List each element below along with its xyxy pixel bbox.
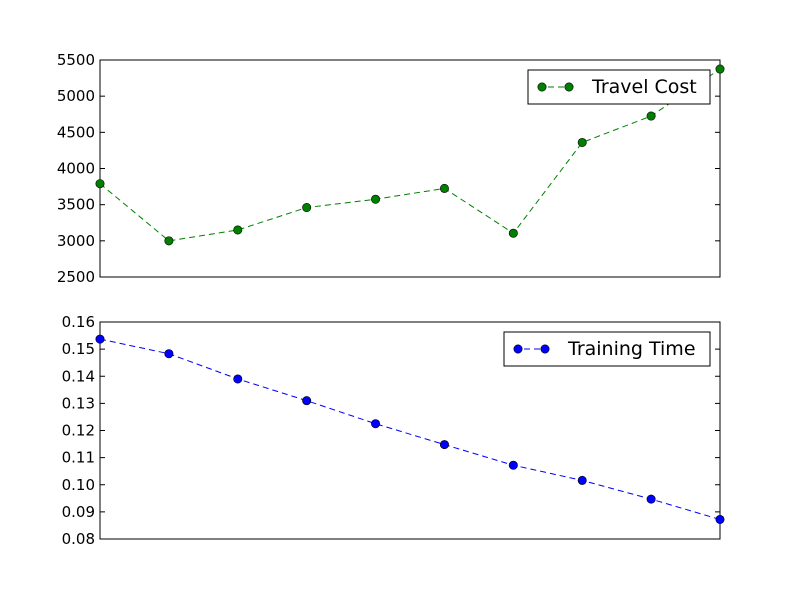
training-time-point [164,349,174,359]
travel-cost-legend-marker-left [537,82,547,92]
training-time-ytick-label: 0.08 [62,530,95,548]
training-time-point [371,419,381,429]
travel-cost-legend-label: Travel Cost [591,76,697,98]
travel-cost-point [233,225,243,235]
travel-cost-ytick-label: 5000 [57,87,95,105]
travel-cost-point [95,179,105,189]
training-time-ytick-label: 0.09 [62,503,95,521]
training-time-legend-label: Training Time [567,338,696,360]
training-time-series-layer [95,334,725,524]
training-time-point [302,396,312,406]
travel-cost-y-axis: 2500 3000 3500 4000 4500 5000 5500 [57,51,720,286]
training-time-point [508,460,518,470]
training-time-legend-marker-right [540,344,550,354]
travel-cost-ytick-label: 4500 [57,123,95,141]
travel-cost-series-layer [95,64,725,246]
travel-cost-ytick-label: 4000 [57,160,95,178]
training-time-point [233,374,243,384]
training-time-legend: Training Time [503,331,711,367]
travel-cost-ytick-label: 2500 [57,268,95,286]
training-time-ytick-label: 0.11 [62,449,95,467]
training-time-point [439,440,449,450]
training-time-y-axis: 0.08 0.09 0.10 0.11 0.12 0.13 0.14 0.15 0.16 [62,313,720,548]
training-time-line [99,338,721,520]
travel-cost-point [164,236,174,246]
travel-cost-ytick-label: 5500 [57,51,95,69]
training-time-ytick-label: 0.10 [62,476,95,494]
training-time-point [646,494,656,504]
travel-cost-panel: 2500 3000 3500 4000 4500 5000 5500 Travel Cost [57,51,725,286]
training-time-ytick-label: 0.15 [62,340,95,358]
travel-cost-legend: Travel Cost [527,69,711,105]
travel-cost-line [99,68,721,242]
travel-cost-ytick-label: 3500 [57,196,95,214]
travel-cost-legend-marker-right [564,82,574,92]
travel-cost-point [371,194,381,204]
training-time-legend-marker-left [513,344,523,354]
training-time-point [577,475,587,485]
training-time-panel: 0.08 0.09 0.10 0.11 0.12 0.13 0.14 0.15 0.16 Tra… [62,313,725,548]
travel-cost-point [715,64,725,74]
travel-cost-point [508,228,518,238]
travel-cost-ytick-label: 3000 [57,232,95,250]
travel-cost-point [302,203,312,213]
training-time-ytick-label: 0.16 [62,313,95,331]
training-time-point [95,334,105,344]
training-time-ytick-label: 0.12 [62,422,95,440]
training-time-ytick-label: 0.13 [62,394,95,412]
training-time-point [715,514,725,524]
training-time-ytick-label: 0.14 [62,367,95,385]
travel-cost-point [577,137,587,147]
travel-cost-point [646,111,656,121]
travel-cost-point [439,183,449,193]
